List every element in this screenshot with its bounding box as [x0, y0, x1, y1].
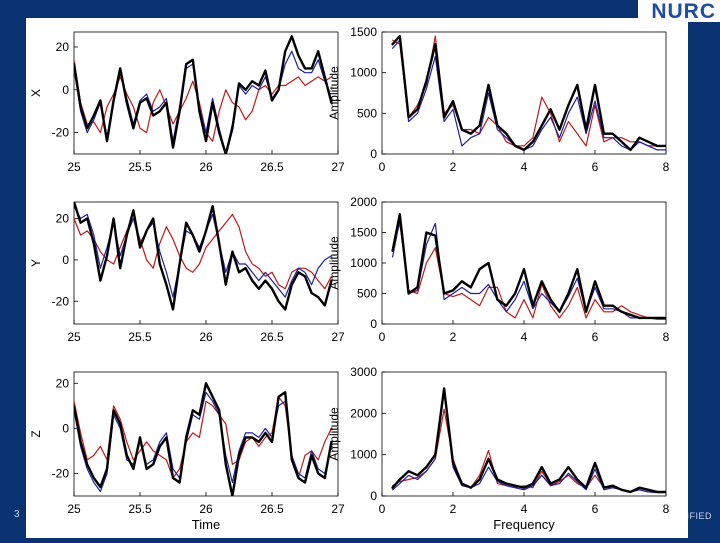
plot-area	[381, 371, 667, 497]
series-line-black	[74, 202, 333, 311]
y-axis-label: Y	[29, 259, 43, 267]
y-tick-label: 1000	[350, 256, 377, 270]
chart-x-time: 25 25.5 26 26.5 27 20 0 -20 X	[29, 31, 345, 174]
chart-y-time: 25 25.5 26 26.5 27 20 0 -20 Y	[29, 201, 345, 344]
figure-panel: 25 25.5 26 26.5 27 20 0 -20 X 0 2 4 6 8 0 500 1000 1500 A…	[26, 18, 688, 538]
y-tick-label: 0	[370, 147, 377, 161]
series-line-black	[391, 212, 666, 320]
x-tick-label: 26.5	[260, 330, 284, 344]
y-axis-label: Amplitude	[327, 66, 341, 120]
y-tick-label: -20	[52, 466, 70, 480]
series-line-black	[74, 35, 333, 154]
x-tick-label: 26.5	[260, 502, 284, 516]
y-tick-label: 3000	[350, 365, 377, 379]
series-line-black	[391, 34, 666, 152]
brand-text: NURC	[651, 0, 716, 23]
x-tick-label: 25.5	[128, 502, 152, 516]
y-axis-label: Z	[29, 430, 43, 437]
y-axis-label: Amplitude	[327, 236, 341, 290]
x-tick-label: 25	[67, 502, 81, 516]
y-axis-label: X	[29, 89, 43, 97]
x-tick-label: 25	[67, 330, 81, 344]
y-tick-label: 0	[62, 253, 69, 267]
y-tick-label: 1000	[350, 448, 377, 462]
y-tick-label: 20	[56, 212, 70, 226]
x-tick-label: 2	[450, 330, 457, 344]
plot-area	[381, 31, 667, 155]
x-tick-label: 8	[663, 330, 670, 344]
x-tick-label: 6	[592, 330, 599, 344]
x-tick-label: 27	[331, 502, 345, 516]
plot-area	[73, 31, 339, 155]
x-tick-label: 26	[199, 160, 213, 174]
y-tick-label: 500	[357, 287, 377, 301]
y-tick-label: 500	[357, 106, 377, 120]
y-tick-label: 1500	[350, 25, 377, 39]
x-tick-label: 6	[592, 160, 599, 174]
x-tick-label: 0	[379, 160, 386, 174]
x-tick-label: 25.5	[128, 330, 152, 344]
x-tick-label: 6	[592, 502, 599, 516]
series-line-blue	[392, 39, 666, 151]
series-line-red	[74, 213, 332, 290]
chart-x-frequency: 0 2 4 6 8 0 500 1000 1500 Amplitude	[327, 25, 670, 174]
x-tick-label: 8	[663, 160, 670, 174]
x-axis-label: Time	[192, 517, 220, 532]
x-tick-label: 27	[331, 160, 345, 174]
x-tick-label: 4	[521, 330, 528, 344]
y-tick-label: 0	[62, 421, 69, 435]
y-tick-label: 20	[56, 376, 70, 390]
x-tick-label: 25.5	[128, 160, 152, 174]
chart-y-frequency: 0 2 4 6 8 0 500 1000 1500 2000 Amplitude	[327, 195, 670, 344]
slide-number: 3	[14, 509, 20, 520]
y-tick-label: 20	[56, 40, 70, 54]
x-tick-label: 4	[521, 160, 528, 174]
y-tick-label: -20	[52, 294, 70, 308]
y-tick-label: 0	[62, 83, 69, 97]
x-tick-label: 2	[450, 160, 457, 174]
y-tick-label: 2000	[350, 195, 377, 209]
x-tick-label: 27	[331, 330, 345, 344]
brand-logo: NURC	[638, 0, 720, 23]
y-tick-label: 0	[370, 317, 377, 331]
x-tick-label: 0	[379, 330, 386, 344]
chart-z-time: 25 25.5 26 26.5 27 20 0 -20 Z Time	[29, 371, 345, 532]
x-tick-label: 26	[199, 502, 213, 516]
y-tick-label: 1000	[350, 66, 377, 80]
x-tick-label: 2	[450, 502, 457, 516]
plot-area	[381, 201, 667, 325]
y-tick-label: 1500	[350, 226, 377, 240]
series-line-red	[392, 222, 666, 319]
series-line-black	[391, 387, 666, 494]
x-tick-label: 8	[663, 502, 670, 516]
x-axis-label: Frequency	[493, 517, 555, 532]
y-tick-label: 0	[370, 489, 377, 503]
x-tick-label: 0	[379, 502, 386, 516]
x-tick-label: 4	[521, 502, 528, 516]
x-tick-label: 26.5	[260, 160, 284, 174]
x-tick-label: 26	[199, 330, 213, 344]
plot-area	[73, 201, 339, 325]
y-tick-label: -20	[52, 126, 70, 140]
series-line-black	[74, 382, 333, 496]
chart-z-frequency: 0 2 4 6 8 0 1000 2000 3000 Amplitude Frequency	[327, 365, 670, 532]
y-tick-label: 2000	[350, 406, 377, 420]
y-axis-label: Amplitude	[327, 407, 341, 461]
x-tick-label: 25	[67, 160, 81, 174]
